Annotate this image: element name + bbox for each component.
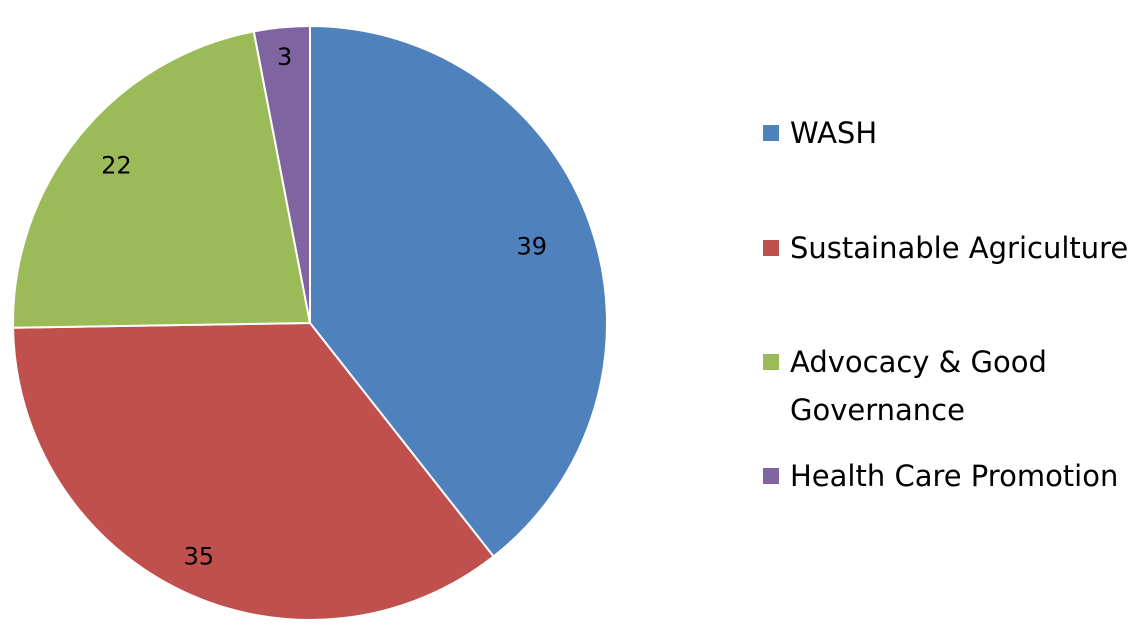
legend-item-advocacy-and-good-governance: Advocacy & Good Governance	[763, 345, 1047, 427]
legend-item-health-care-promotion: Health Care Promotion	[763, 459, 1118, 493]
pie-slice-sustainable-agriculture	[12, 321, 495, 621]
legend-swatch	[763, 240, 779, 256]
legend-item-sustainable-agriculture: Sustainable Agriculture	[763, 231, 1128, 265]
data-label-sustainable-agriculture: 35	[184, 542, 215, 570]
legend-label: Health Care Promotion	[790, 459, 1118, 493]
legend-label: WASH	[790, 116, 877, 150]
legend: WASH Sustainable Agriculture Advocacy & Go…	[763, 116, 1128, 493]
legend-label: Sustainable Agriculture	[790, 231, 1128, 265]
legend-swatch	[763, 125, 779, 141]
pie-data-labels: 39 35 22 3	[101, 43, 547, 570]
data-label-wash: 39	[516, 232, 547, 260]
legend-item-wash: WASH	[763, 116, 877, 150]
pie-slice-wash	[309, 24, 608, 558]
pie-slice-advocacy-and-good-governance	[12, 30, 312, 329]
legend-swatch	[763, 354, 779, 370]
legend-swatch	[763, 468, 779, 484]
pie-slice-health-care-promotion	[252, 24, 311, 324]
data-label-health-care-promotion: 3	[277, 43, 292, 71]
legend-label: Advocacy & Good	[790, 345, 1047, 379]
pie-slices	[12, 24, 608, 621]
legend-label: Governance	[790, 393, 965, 427]
data-label-advocacy-and-good-governance: 22	[101, 152, 132, 180]
